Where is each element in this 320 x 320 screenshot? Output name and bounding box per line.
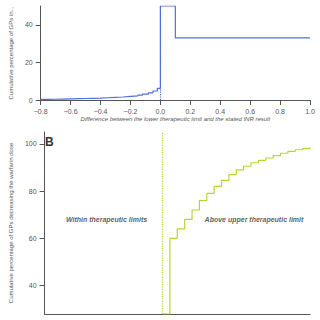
svg-text:40: 40 [29, 282, 37, 289]
svg-text:60: 60 [29, 235, 37, 242]
svg-text:−0.8: −0.8 [34, 108, 48, 115]
svg-text:Above upper therapeutic limit: Above upper therapeutic limit [204, 216, 304, 224]
svg-text:0.6: 0.6 [245, 108, 255, 115]
svg-text:40: 40 [25, 21, 33, 28]
svg-text:B: B [45, 135, 54, 149]
svg-text:Difference between the lower t: Difference between the lower therapeutic… [81, 116, 271, 122]
svg-text:80: 80 [29, 188, 37, 195]
svg-text:−0.6: −0.6 [64, 108, 78, 115]
svg-text:0.0: 0.0 [156, 108, 166, 115]
svg-text:1.0: 1.0 [305, 108, 315, 115]
svg-text:100: 100 [25, 140, 37, 147]
svg-text:0: 0 [29, 97, 33, 104]
svg-text:0.2: 0.2 [185, 108, 195, 115]
svg-text:20: 20 [25, 59, 33, 66]
svg-text:Within therapeutic limits: Within therapeutic limits [66, 216, 147, 224]
svg-text:Cumulative percentage of GPs d: Cumulative percentage of GPs decreasing … [8, 142, 14, 303]
svg-text:0.8: 0.8 [275, 108, 285, 115]
svg-text:−0.4: −0.4 [94, 108, 108, 115]
svg-text:−0.2: −0.2 [124, 108, 138, 115]
svg-text:Cumulative percentage of GPs i: Cumulative percentage of GPs in... [8, 6, 14, 99]
svg-text:0.4: 0.4 [215, 108, 225, 115]
